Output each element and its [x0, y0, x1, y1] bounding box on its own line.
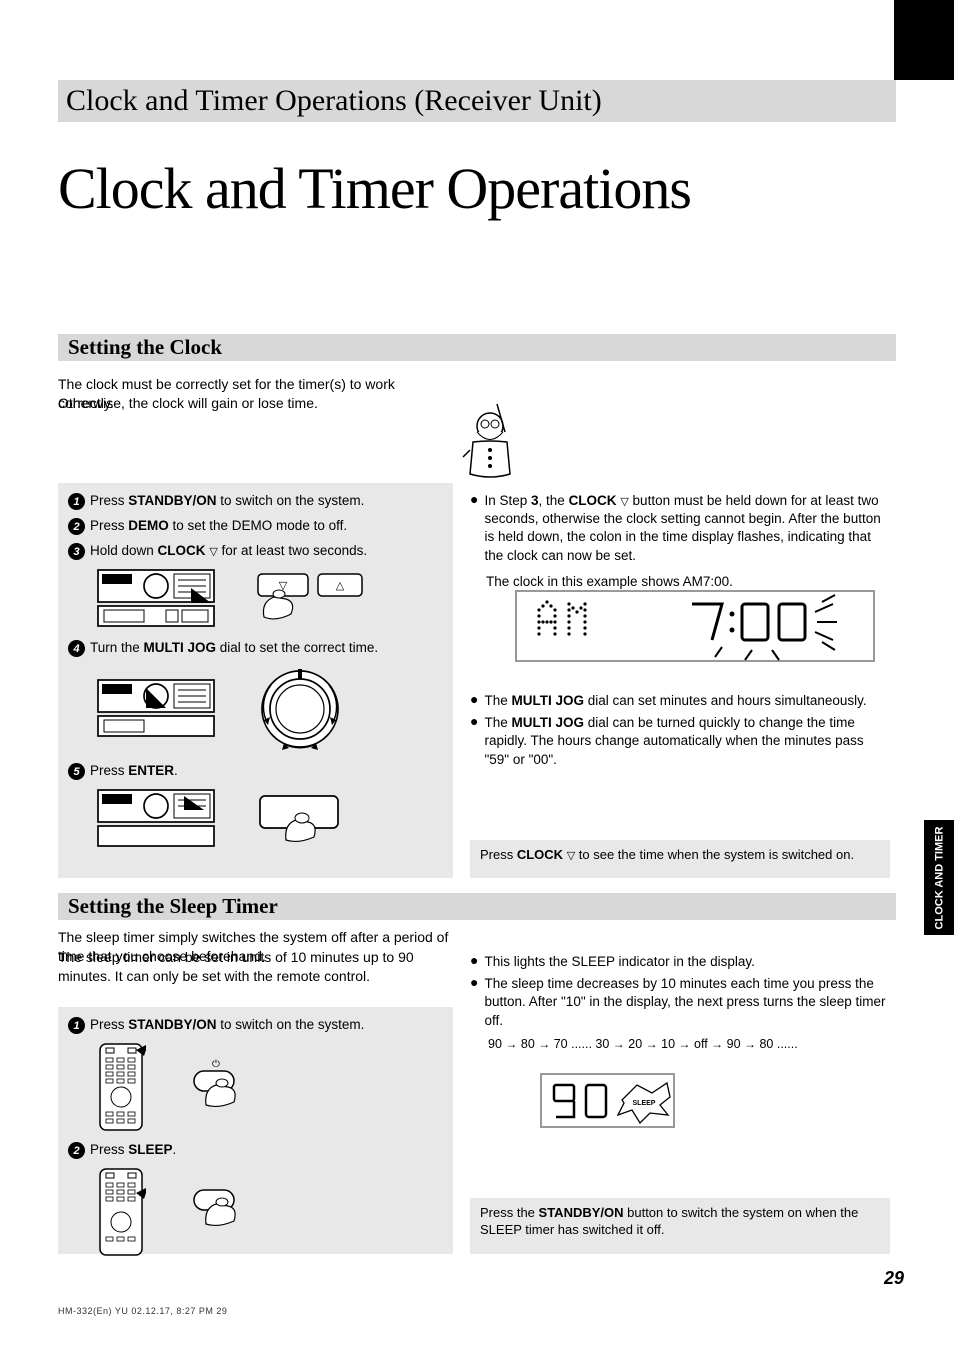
bullet-item: ● The MULTI JOG dial can be turned quick… — [470, 714, 890, 769]
section1-note-text: Otherwise, the clock will gain or lose t… — [58, 395, 318, 411]
bullet-icon: ● — [470, 953, 478, 971]
notice-box-sleep: Press the STANDBY/ON button to switch th… — [470, 1198, 890, 1254]
diagram-row-sleep-2 — [96, 1167, 443, 1257]
sleep-indicator-text: SLEEP — [633, 1100, 656, 1107]
stereo-icon — [96, 788, 216, 850]
bullet-text: The MULTI JOG dial can set minutes and h… — [484, 692, 866, 710]
sleep-sequence: 90 → 80 → 70 ...... 30 → 20 → 10 → off →… — [488, 1036, 890, 1053]
svg-text:⏻: ⏻ — [212, 1059, 220, 1070]
step-ref: 3 — [531, 493, 539, 508]
remote-icon — [96, 1042, 146, 1132]
footer-text: HM-332(En) YU 02.12.17, 8:27 PM 29 — [58, 1306, 227, 1316]
power-button-icon: ⏻ — [186, 1057, 276, 1117]
step-number-1: 1 — [68, 1017, 85, 1034]
triangle-down-icon — [620, 493, 628, 508]
side-tab-text: CLOCK AND TIMER — [933, 826, 945, 929]
triangle-down-icon — [567, 847, 575, 862]
bullet-text: This lights the SLEEP indicator in the d… — [484, 953, 754, 971]
svg-text:△: △ — [336, 580, 345, 592]
right-col-sleep: ● This lights the SLEEP indicator in the… — [470, 953, 890, 1053]
sleep-button-icon — [186, 1182, 276, 1242]
right-col-clock: ● In Step 3, the CLOCK button must be he… — [470, 492, 890, 591]
stereo-icon — [96, 568, 216, 630]
section1-intro-note: Otherwise, the clock will gain or lose t… — [58, 395, 428, 411]
header-band: Clock and Timer Operations (Receiver Uni… — [58, 80, 896, 122]
page-title: Clock and Timer Operations — [58, 155, 691, 222]
step-row: 4 Turn the MULTI JOG dial to set the cor… — [68, 640, 443, 657]
step-1-text: Press STANDBY/ON to switch on the system… — [90, 493, 364, 508]
lcd-display-sleep: SLEEP — [540, 1073, 675, 1128]
stereo-icon — [96, 678, 216, 740]
step-row: 1 Press STANDBY/ON to switch on the syst… — [68, 493, 443, 510]
diagram-row-5 — [96, 788, 443, 850]
step-number-1: 1 — [68, 493, 85, 510]
jog-dial-icon — [256, 665, 344, 753]
step-number-3: 3 — [68, 543, 85, 560]
side-tab: CLOCK AND TIMER — [924, 820, 954, 935]
step-5-text: Press ENTER. — [90, 763, 178, 778]
bullet-text: In Step 3, the CLOCK button must be held… — [484, 492, 890, 565]
section2-intro-text-2: The sleep timer can be set in units of 1… — [58, 949, 414, 984]
notice-box-clock: Press CLOCK to see the time when the sys… — [470, 840, 890, 878]
step-number-2: 2 — [68, 1142, 85, 1159]
bullet-icon: ● — [470, 975, 478, 1030]
step-1-sleep-text: Press STANDBY/ON to switch on the system… — [90, 1017, 364, 1032]
button-press-icon: ▽ △ — [256, 572, 366, 627]
clock-example-text: The clock in this example shows AM7:00. — [486, 573, 890, 591]
triangle-down-icon — [209, 543, 217, 558]
step-2-text: Press DEMO to set the DEMO mode to off. — [90, 518, 347, 533]
notice-text: Press the STANDBY/ON button to switch th… — [480, 1205, 858, 1237]
corner-block — [894, 0, 954, 80]
step-number-5: 5 — [68, 763, 85, 780]
step-row: 1 Press STANDBY/ON to switch on the syst… — [68, 1017, 443, 1034]
bullet-item: ● The MULTI JOG dial can set minutes and… — [470, 692, 890, 710]
remote-icon — [96, 1167, 146, 1257]
bullet-icon: ● — [470, 492, 478, 565]
steps-box-sleep: 1 Press STANDBY/ON to switch on the syst… — [58, 1007, 453, 1254]
lcd-display-clock — [515, 590, 875, 662]
professor-icon — [455, 402, 525, 482]
step-row: 3 Hold down CLOCK for at least two secon… — [68, 543, 443, 560]
section-bar-sleep: Setting the Sleep Timer — [58, 893, 896, 920]
steps-box-clock: 1 Press STANDBY/ON to switch on the syst… — [58, 483, 453, 878]
page-number: 29 — [884, 1268, 904, 1289]
step-row: 2 Press SLEEP. — [68, 1142, 443, 1159]
bullet-icon: ● — [470, 714, 478, 769]
step-row: 2 Press DEMO to set the DEMO mode to off… — [68, 518, 443, 535]
enter-button-icon — [256, 792, 351, 847]
section-bar-clock: Setting the Clock — [58, 334, 896, 361]
section-bar-clock-text: Setting the Clock — [68, 335, 222, 360]
step-4-text: Turn the MULTI JOG dial to set the corre… — [90, 640, 378, 655]
step-number-2: 2 — [68, 518, 85, 535]
bullet-text: The sleep time decreases by 10 minutes e… — [484, 975, 890, 1030]
notice-text: Press CLOCK to see the time when the sys… — [480, 847, 854, 862]
bullet-text: The MULTI JOG dial can be turned quickly… — [484, 714, 890, 769]
right-col-clock-2: ● The MULTI JOG dial can set minutes and… — [470, 692, 890, 773]
diagram-row-sleep-1: ⏻ — [96, 1042, 443, 1132]
step-number-4: 4 — [68, 640, 85, 657]
step-row: 5 Press ENTER. — [68, 763, 443, 780]
section2-intro-2: The sleep timer can be set in units of 1… — [58, 948, 468, 986]
step-3-text: Hold down CLOCK for at least two seconds… — [90, 543, 367, 558]
bullet-icon: ● — [470, 692, 478, 710]
header-band-text: Clock and Timer Operations (Receiver Uni… — [66, 84, 602, 118]
bullet-item: ● This lights the SLEEP indicator in the… — [470, 953, 890, 971]
step-2-sleep-text: Press SLEEP. — [90, 1142, 176, 1157]
bullet-item: ● The sleep time decreases by 10 minutes… — [470, 975, 890, 1030]
bullet-item: ● In Step 3, the CLOCK button must be he… — [470, 492, 890, 565]
diagram-row-4 — [96, 665, 443, 753]
section-bar-sleep-text: Setting the Sleep Timer — [68, 894, 278, 919]
diagram-row-3: ▽ △ — [96, 568, 443, 630]
